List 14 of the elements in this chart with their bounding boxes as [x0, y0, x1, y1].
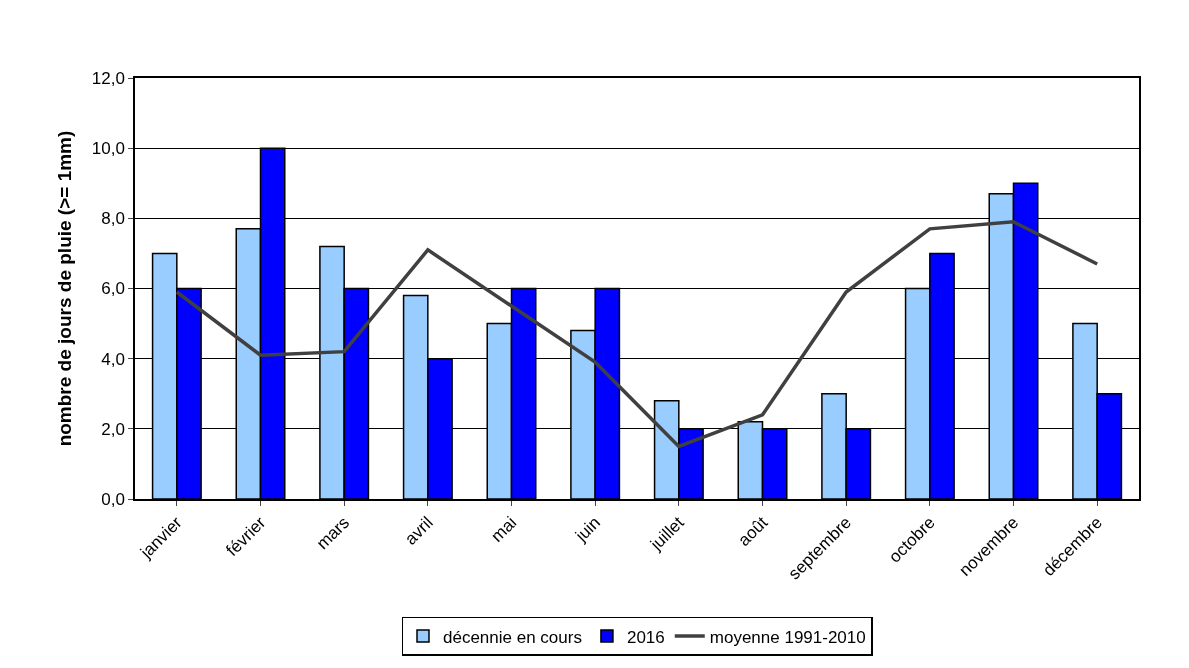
y-axis-title: nombre de jours de pluie (>= 1mm): [54, 130, 76, 447]
legend-label: 2016: [626, 627, 665, 647]
legend-label: moyenne 1991-2010: [709, 627, 866, 647]
x-tick-label: mai: [487, 513, 521, 546]
y-tick-label: 8,0: [101, 209, 125, 229]
y-tick-label: 6,0: [101, 279, 125, 299]
x-tick-label: juin: [571, 513, 605, 546]
y-tick-label: 4,0: [101, 349, 125, 369]
y-tick-label: 2,0: [101, 419, 125, 439]
y-tick-label: 12,0: [91, 68, 125, 88]
line-series: [175, 220, 1099, 449]
y-tick-label: 10,0: [91, 139, 125, 159]
legend-label: décennie en cours: [443, 627, 582, 647]
y-tick-label: 0,0: [101, 489, 125, 509]
